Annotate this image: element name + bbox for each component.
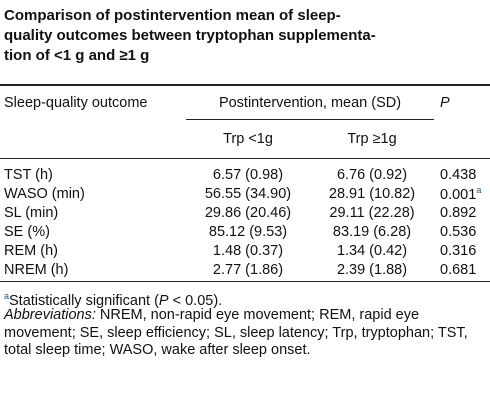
table-cell: 0.536: [440, 223, 477, 240]
abbreviations: Abbreviations: NREM, non-rapid eye movem…: [4, 307, 488, 360]
data-table: Sleep-quality outcome Postintervention, …: [0, 84, 490, 282]
footnote-mark: a: [4, 291, 10, 301]
subheader-cell: Trp ≥1g: [310, 119, 435, 159]
table-cell: SE (%): [4, 223, 50, 240]
table-cell: 83.19 (6.28): [332, 223, 412, 240]
footnote: aStatistically significant (P < 0.05).: [4, 287, 488, 311]
table-title: Comparison of postintervention mean of s…: [4, 6, 488, 66]
table-row: SE (%) 85.12 (9.53) 83.19 (6.28) 0.536: [0, 222, 490, 241]
table-cell: 56.55 (34.90): [204, 185, 292, 202]
table-cell: 6.76 (0.92): [336, 166, 408, 183]
footnote-text: < 0.05).: [168, 292, 223, 309]
table-cell: 0.316: [440, 242, 477, 259]
table-cell: 85.12 (9.53): [208, 223, 288, 240]
table-cell: SL (min): [4, 204, 59, 221]
table-cell: WASO (min): [4, 185, 85, 202]
table-cell: 6.57 (0.98): [212, 166, 284, 183]
table-cell: 0.681: [434, 260, 490, 282]
table-cell: 29.11 (22.28): [329, 204, 415, 221]
title-line: quality outcomes between tryptophan supp…: [4, 27, 376, 44]
header-cell: Sleep-quality outcome: [0, 84, 186, 120]
table-cell: REM (h): [4, 242, 58, 259]
table-cell: 28.91 (10.82): [328, 185, 416, 202]
header-row: Sleep-quality outcome Postintervention, …: [0, 84, 490, 120]
header-cell: P: [434, 84, 490, 120]
table-row: SL (min) 29.86 (20.46) 29.11 (22.28) 0.892: [0, 203, 490, 222]
footnote-text: Statistically significant (: [9, 292, 159, 309]
subheader-cell: Trp <1g: [186, 119, 310, 159]
footnote-mark: a: [476, 184, 482, 195]
table-cell: 1.34 (0.42): [336, 242, 408, 259]
table-row: WASO (min) 56.55 (34.90) 28.91 (10.82) 0.00…: [0, 184, 490, 203]
table-row: TST (h) 6.57 (0.98) 6.76 (0.92) 0.438: [0, 159, 490, 185]
table-cell: TST (h): [4, 166, 53, 183]
table-cell: 0.892: [440, 204, 477, 221]
footnote-text: P: [158, 292, 169, 309]
table-cell: 2.39 (1.88): [310, 260, 435, 282]
table-cell: 2.77 (1.86): [186, 260, 310, 282]
table-row: REM (h) 1.48 (0.37) 1.34 (0.42) 0.316: [0, 241, 490, 260]
abbreviations-text: NREM, non-rapid eye movement; REM, rapid…: [4, 307, 468, 358]
table-cell: NREM (h): [0, 260, 186, 282]
subheader-row: Trp <1g Trp ≥1g: [0, 119, 490, 159]
title-line: tion of <1 g and ≥1 g: [4, 47, 150, 64]
abbreviations-label: Abbreviations:: [4, 307, 96, 323]
title-line: Comparison of postintervention mean of s…: [4, 7, 341, 24]
table-cell: 1.48 (0.37): [212, 242, 284, 259]
table-cell: 0.438: [440, 166, 477, 183]
table-row: NREM (h) 2.77 (1.86) 2.39 (1.88) 0.681: [0, 260, 490, 282]
header-cell: Postintervention, mean (SD): [186, 84, 435, 120]
table-cell: 0.001a: [440, 184, 482, 203]
table-cell: 29.86 (20.46): [204, 204, 292, 221]
